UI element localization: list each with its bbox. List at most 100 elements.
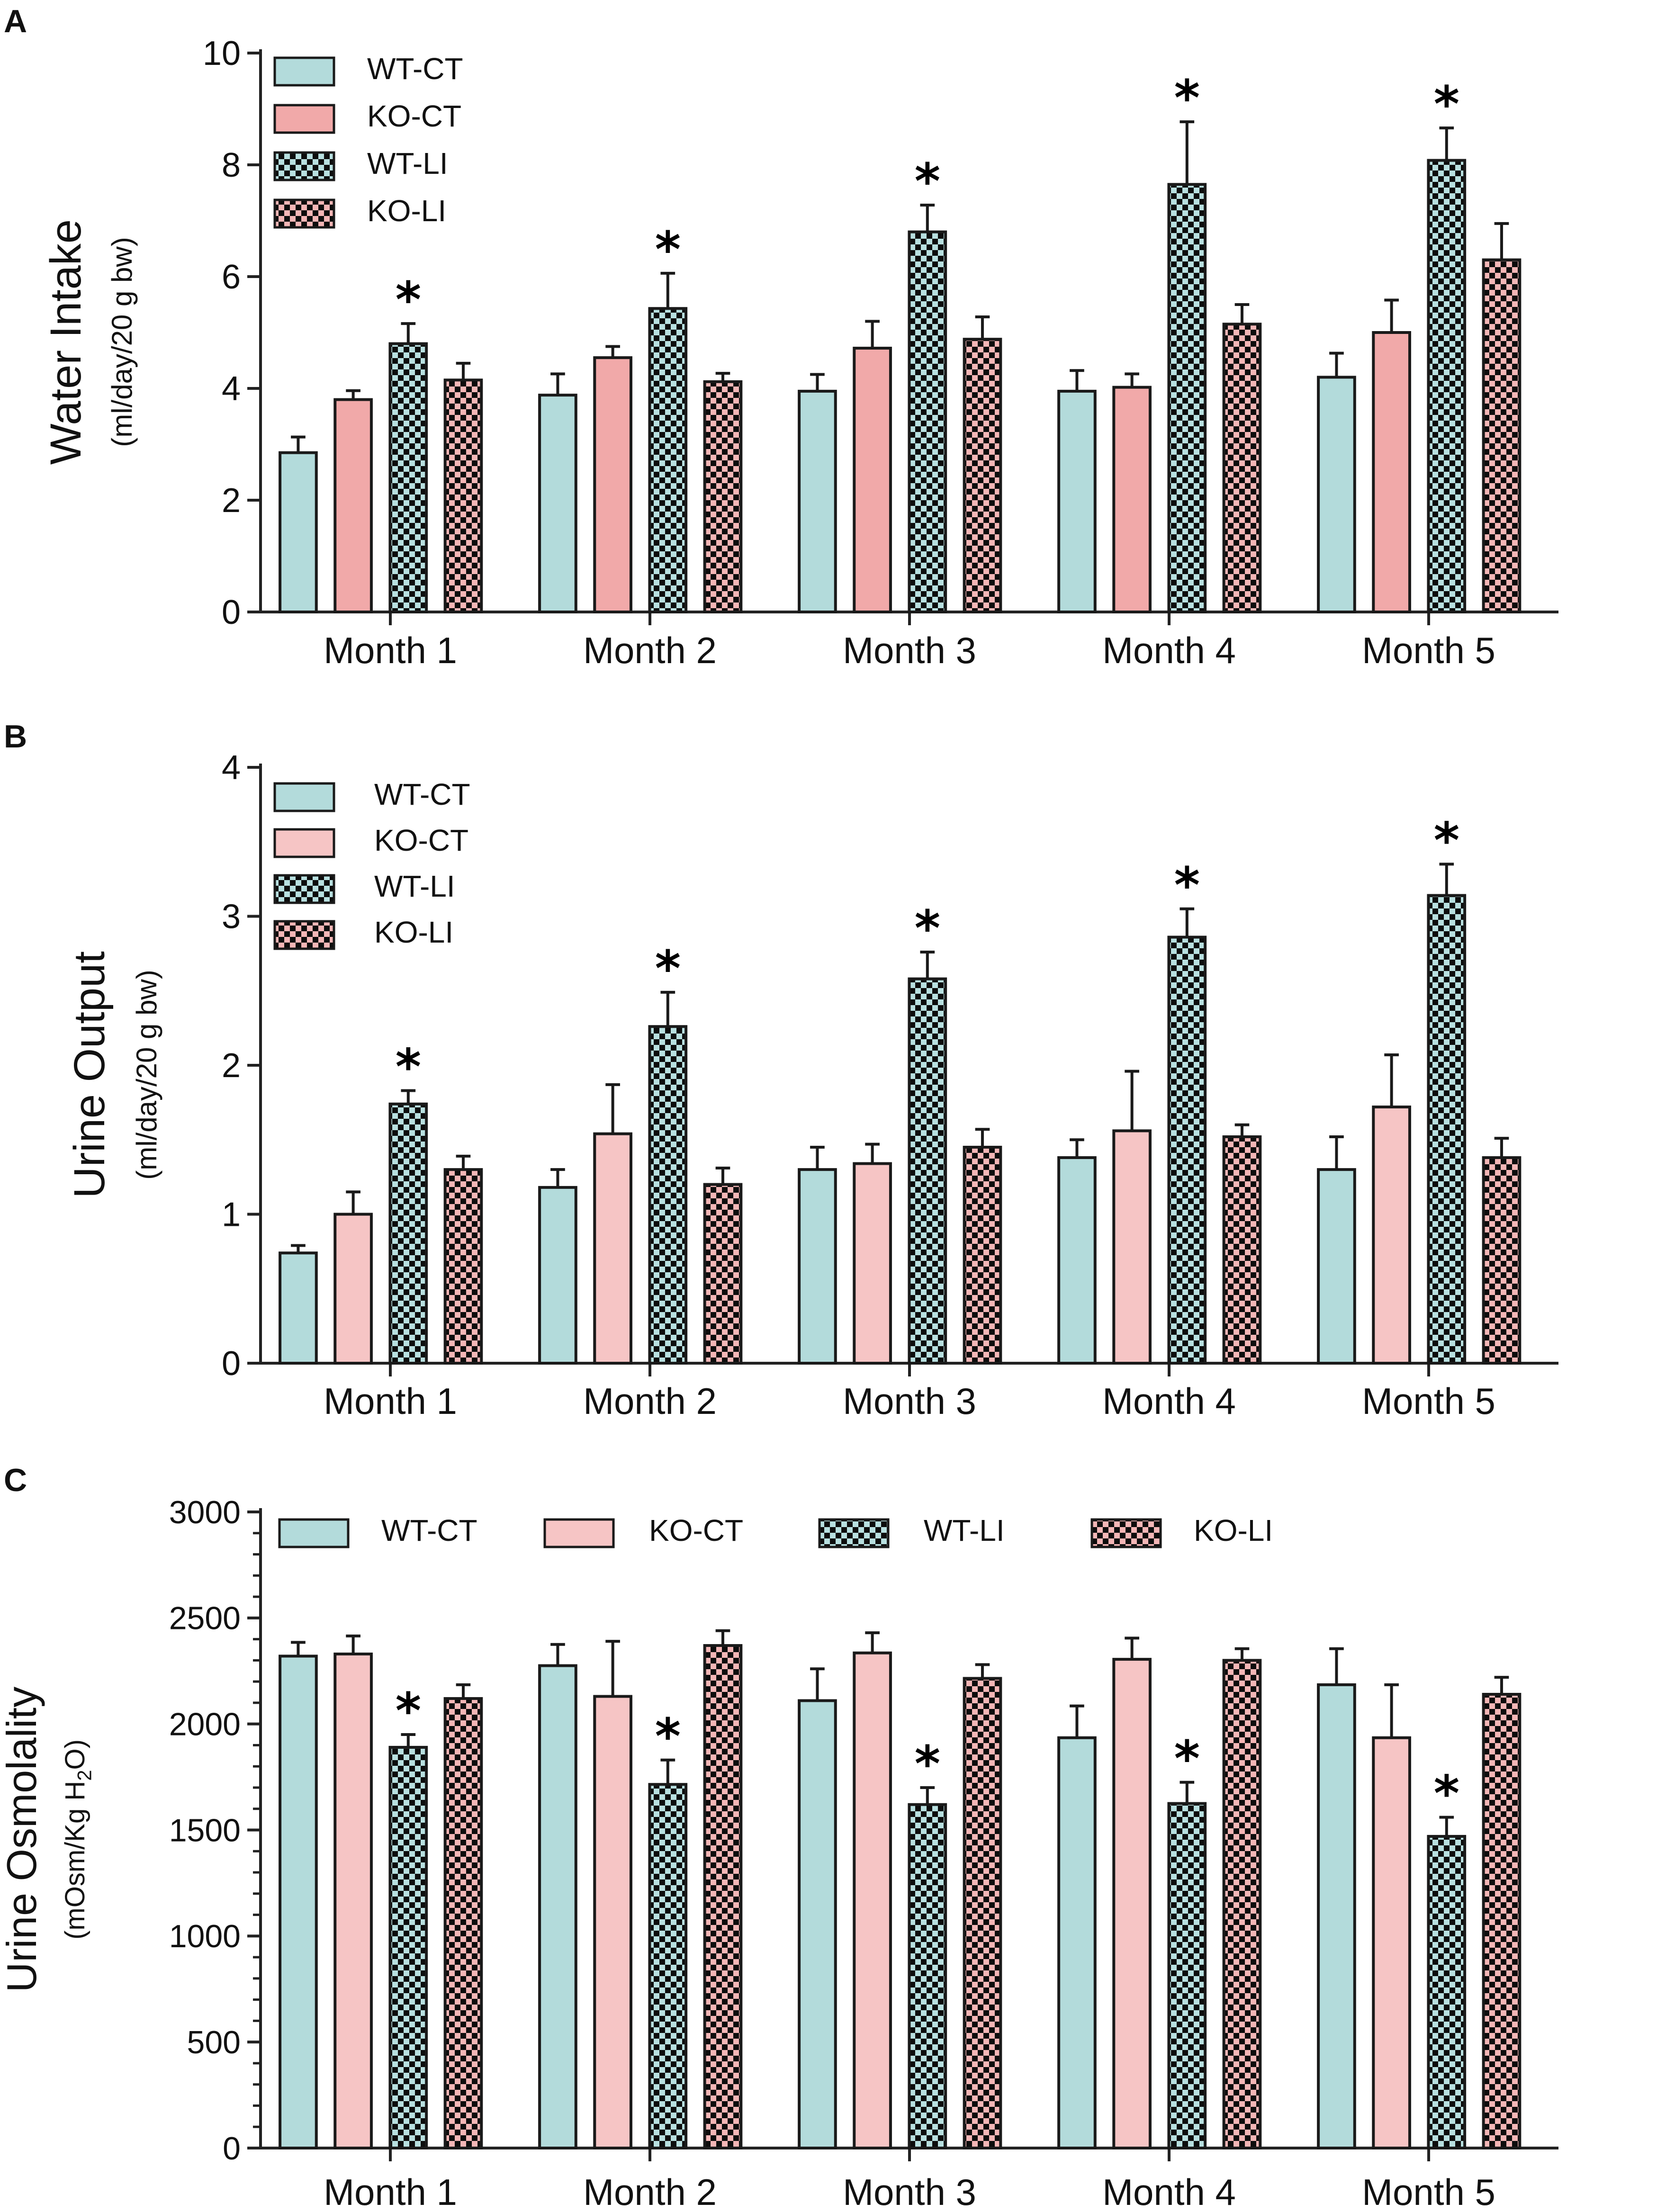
significance-asterisk: * (396, 1682, 421, 1740)
bar (279, 1251, 318, 1365)
bar-wt-li-month-1: * (388, 1682, 428, 2149)
y-tick-label: 4 (222, 749, 241, 787)
legend-item-wt-ct: WT-CT (278, 1513, 477, 1548)
y-tick-label: 2 (222, 1047, 241, 1085)
legend-label: KO-CT (374, 823, 468, 857)
legend-label: KO-CT (367, 99, 461, 133)
x-category-label: Month 3 (843, 629, 976, 671)
legend-item-ko-ct: KO-CT (273, 99, 461, 134)
significance-asterisk: * (915, 153, 940, 210)
bar-wt-li-month-2: * (648, 221, 688, 613)
bar-wt-li-month-1: * (388, 271, 428, 613)
bar-ko-ct-month-2 (593, 345, 632, 613)
x-axis: Month 1 Month 2 Month 3 Month 4 Month 5 (261, 2147, 1558, 2212)
bar (333, 398, 373, 613)
legend-label: WT-CT (374, 777, 470, 811)
bar (853, 347, 892, 613)
bar-ko-ct-month-1 (333, 389, 373, 613)
panel-label-c: C (4, 1462, 27, 1498)
bar-wt-ct-month-5 (1317, 1647, 1356, 2149)
x-category-label: Month 5 (1362, 2171, 1495, 2212)
bar-ko-ct-month-4 (1112, 1070, 1152, 1365)
legend-swatch (818, 1518, 890, 1548)
legend-swatch (1090, 1518, 1162, 1548)
legend-item-wt-li: WT-LI (273, 146, 448, 181)
y-tick-label: 1500 (169, 1812, 241, 1848)
bars: * * * * * (279, 1629, 1522, 2150)
legend-label: WT-CT (367, 52, 463, 86)
bar (1317, 1168, 1356, 1365)
panel-label-b: B (4, 719, 27, 755)
legend-item-wt-ct: WT-CT (273, 52, 463, 87)
y-axis-label: Urine Osmolality (0, 1687, 45, 1992)
bar (388, 1102, 428, 1365)
bar (1112, 386, 1152, 613)
bar (963, 338, 1002, 613)
bar-wt-ct-month-5 (1317, 1135, 1356, 1365)
bar (798, 1699, 837, 2149)
bar-wt-li-month-4: * (1167, 69, 1207, 613)
x-category-label: Month 3 (843, 1380, 976, 1422)
x-category-label: Month 5 (1362, 1380, 1495, 1422)
y-tick-label: 0 (222, 1345, 241, 1383)
bar-ko-li-month-2 (703, 1629, 743, 2149)
bar (1482, 1692, 1522, 2149)
bar (648, 1783, 688, 2149)
legend: WT-CT KO-CT WT-LI KO-LI (278, 1513, 1273, 1548)
x-category-label: Month 1 (324, 629, 457, 671)
significance-asterisk: * (655, 1708, 681, 1765)
bar-ko-li-month-1 (443, 1154, 483, 1365)
bar-wt-ct-month-2 (538, 1168, 577, 1365)
bar-ko-li-month-5 (1482, 222, 1522, 613)
legend-label: KO-LI (1194, 1513, 1273, 1547)
bar (1167, 1802, 1207, 2149)
bar-ko-ct-month-2 (593, 1640, 632, 2150)
bar-wt-li-month-4: * (1167, 856, 1207, 1365)
legend-swatch (278, 1518, 350, 1548)
legend-item-ko-li: KO-LI (273, 194, 446, 229)
bar-ko-li-month-2 (703, 1167, 743, 1365)
y-sublabel-part: (mOsm/Kg H (60, 1781, 90, 1940)
bar-wt-ct-month-4 (1057, 369, 1097, 614)
x-category-label: Month 4 (1102, 629, 1236, 671)
bar (963, 1145, 1002, 1365)
y-axis: 0 500 1000 1500 2000 2500 3000 (169, 1494, 262, 2167)
bar-wt-li-month-5: * (1427, 75, 1467, 613)
y-axis-sublabel: (ml/day/20 g bw) (131, 970, 162, 1180)
bars: * * * * * (279, 811, 1522, 1365)
y-tick-label: 3 (222, 898, 241, 936)
y-tick-label: 2 (222, 482, 241, 520)
bar (1167, 183, 1207, 613)
x-category-label: Month 5 (1362, 629, 1495, 671)
bar (703, 1644, 743, 2149)
y-sublabel-subscript: 2 (73, 1770, 96, 1781)
significance-asterisk: * (915, 1735, 940, 1793)
bar-ko-ct-month-4 (1112, 372, 1152, 613)
legend-swatch (273, 782, 335, 812)
bar (333, 1213, 373, 1365)
bar-wt-ct-month-2 (538, 372, 577, 613)
bar-ko-ct-month-1 (333, 1634, 373, 2150)
legend-item-ko-li: KO-LI (1090, 1513, 1273, 1548)
bar (593, 1132, 632, 1365)
y-axis: 0 1 2 3 4 (222, 749, 262, 1383)
bar-ko-ct-month-5 (1372, 1053, 1411, 1365)
x-category-label: Month 4 (1102, 2171, 1236, 2212)
x-category-label: Month 4 (1102, 1380, 1236, 1422)
bar (388, 1745, 428, 2149)
panel-urine-output: B 0 1 2 3 4 Month 1 Month 2 Month 3 Month 4 Month… (0, 715, 1666, 1459)
legend-item-ko-ct: KO-CT (543, 1513, 743, 1548)
panel-water-intake: A 0 2 4 6 8 10 Month 1 Month 2 Month 3 Month 4 Mon… (0, 0, 1666, 710)
bar (333, 1652, 373, 2150)
bar-wt-li-month-5: * (1427, 1765, 1467, 2149)
bar-ko-li-month-4 (1222, 1123, 1262, 1365)
legend-swatch (273, 828, 335, 858)
bar-ko-li-month-3 (963, 1663, 1002, 2149)
legend-swatch (273, 56, 335, 87)
y-tick-label: 3000 (169, 1494, 241, 1530)
bars: * * * * * (279, 69, 1522, 614)
x-category-label: Month 1 (324, 2171, 457, 2212)
bar (443, 1168, 483, 1365)
